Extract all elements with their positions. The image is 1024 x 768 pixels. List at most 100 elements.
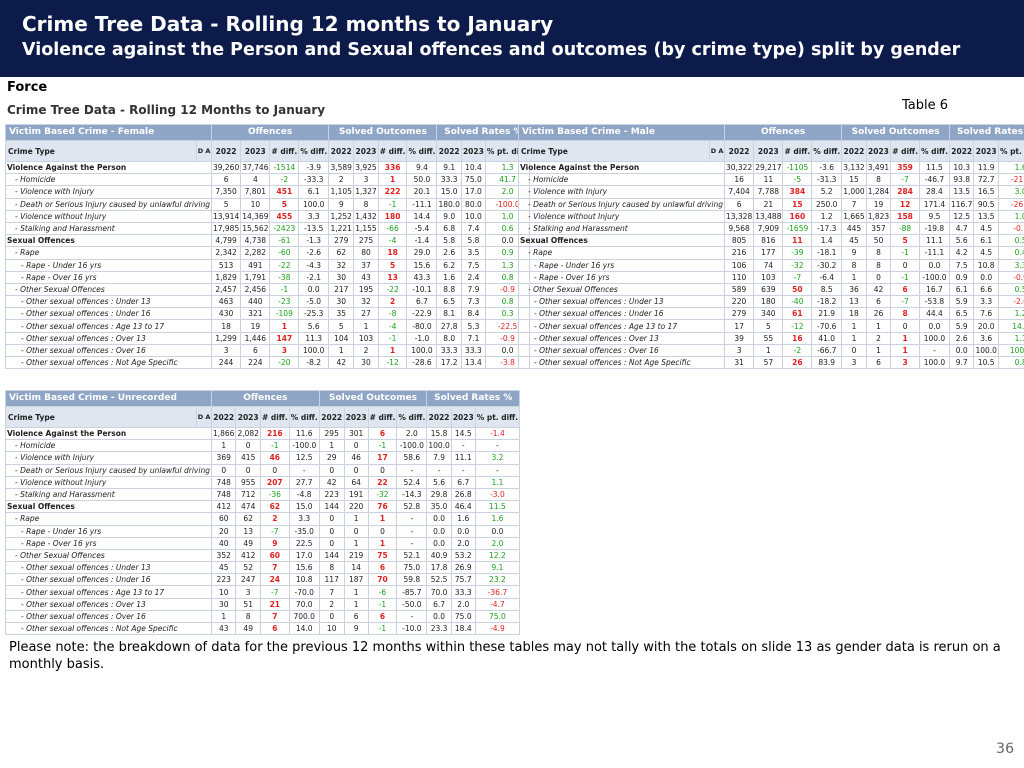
value-cell: -2.6	[298, 246, 330, 260]
value-cell: 0.0	[426, 512, 452, 526]
column-header-diff: # diff.	[269, 140, 300, 162]
group-header-offences: Offences	[723, 124, 843, 141]
value-cell: -3.0	[474, 487, 521, 502]
value-cell: 6	[723, 197, 755, 211]
value-cell: 11	[782, 234, 813, 248]
table-row: - Violence with Injury 369 415 46 12.5 29 46 17…	[5, 451, 521, 465]
value-cell: 30	[210, 597, 237, 611]
value-cell: -1	[367, 621, 398, 636]
value-cell: 11.5	[474, 500, 521, 514]
value-cell: 1	[865, 319, 892, 333]
value-cell: 187	[343, 573, 369, 587]
value-cell: -39	[782, 246, 813, 260]
value-cell: 57	[753, 355, 784, 370]
value-cell: 12	[890, 197, 920, 211]
value-cell: 748	[210, 487, 237, 502]
column-header-crime_type: Crime Type	[517, 140, 711, 162]
value-cell: 6.5	[948, 307, 975, 321]
column-header-da: D A	[709, 140, 725, 162]
value-cell: -31.3	[811, 173, 843, 187]
value-cell: 3	[235, 585, 261, 599]
table-row: Violence Against the Person 30,322 29,217-…	[518, 160, 1024, 175]
value-cell: 3	[269, 343, 300, 358]
crime-type-cell: - Rape - Under 16 yrs	[5, 258, 212, 272]
value-cell: 180	[753, 295, 784, 309]
table-row: - Death or Serious Injury caused by unla…	[5, 463, 521, 477]
value-cell: 23.2	[474, 573, 521, 587]
value-cell: -25.3	[298, 307, 330, 321]
value-cell: 42	[318, 475, 345, 489]
value-cell: 33.3	[460, 343, 486, 358]
crime-type-cell: - Violence without Injury	[5, 475, 212, 489]
value-cell: 83.9	[811, 355, 843, 370]
value-cell: 0.0	[948, 343, 975, 358]
value-cell: 2,282	[240, 246, 271, 260]
value-cell: -1	[890, 246, 920, 260]
value-cell: -8.2	[298, 355, 330, 370]
crime-type-cell: - Other sexual offences : Under 16	[5, 573, 212, 587]
value-cell: 9	[343, 621, 369, 636]
crime-type-cell: - Other sexual offences : Over 16	[518, 343, 725, 358]
value-cell: 10.0	[460, 209, 486, 223]
value-cell: 3	[723, 343, 755, 358]
value-cell: 45	[841, 234, 867, 248]
value-cell: -	[474, 439, 521, 453]
value-cell: 2	[259, 512, 290, 526]
value-cell: 5.8	[460, 234, 486, 248]
value-cell: 29	[318, 451, 345, 465]
value-cell: 8	[235, 609, 261, 624]
value-cell: 4.5	[973, 221, 999, 236]
group-header-rates: Solved Rates %	[436, 124, 531, 141]
value-cell: 72.7	[973, 173, 999, 187]
value-cell: 216	[723, 246, 755, 260]
value-cell: 5	[890, 234, 920, 248]
value-cell: -32	[782, 258, 813, 272]
value-cell: 15	[841, 173, 867, 187]
value-cell: 44.4	[918, 307, 950, 321]
crime-type-cell: Violence Against the Person	[518, 160, 725, 175]
value-cell: 3.3	[298, 209, 330, 223]
value-cell: -11.1	[918, 246, 950, 260]
value-cell: -100.0	[288, 439, 320, 453]
crime-type-cell: - Other sexual offences : Under 13	[518, 295, 725, 309]
value-cell: 100.0	[298, 197, 330, 211]
value-cell: 40	[210, 536, 237, 550]
value-cell: 53.2	[450, 548, 476, 563]
value-cell: 52	[235, 561, 261, 575]
value-cell: 14.0	[288, 621, 320, 636]
crime-type-cell: - Violence without Injury	[5, 209, 212, 223]
value-cell: 0	[841, 343, 867, 358]
value-cell: 0.0	[426, 609, 452, 624]
table-row: - Other sexual offences : Under 16 223 247…	[5, 573, 521, 587]
value-cell: -35.0	[288, 524, 320, 538]
table-row: - Stalking and Harassment 9,568 7,909 -1659…	[518, 221, 1024, 236]
crime-type-cell: - Other sexual offences : Age 13 to 17	[5, 319, 212, 333]
value-cell: 1	[841, 319, 867, 333]
value-cell: 700.0	[288, 609, 320, 624]
value-cell: -4.9	[474, 621, 521, 636]
table-row: - Other sexual offences : Age 13 to 17 18…	[5, 319, 531, 333]
value-cell: 100.0	[406, 343, 438, 358]
value-cell: 11.6	[288, 426, 320, 441]
value-cell: 1	[328, 343, 355, 358]
value-cell: 0	[235, 439, 261, 453]
crime-type-cell: Sexual Offences	[518, 234, 725, 248]
value-cell: -2	[269, 173, 300, 187]
value-cell: -4.8	[288, 487, 320, 502]
value-cell: 12.5	[948, 209, 975, 223]
column-header-pdiff: % diff.	[396, 406, 428, 428]
value-cell: 250.0	[811, 197, 843, 211]
crime-type-cell: - Stalking and Harassment	[5, 487, 212, 502]
value-cell: -26.2	[997, 197, 1024, 211]
value-cell: 219	[343, 548, 369, 563]
value-cell: 0.9	[948, 270, 975, 284]
value-cell: -7	[890, 173, 920, 187]
value-cell: 8	[841, 258, 867, 272]
value-cell: -38	[269, 270, 300, 284]
value-cell: 6.5	[436, 295, 462, 309]
column-header-diff: # diff.	[782, 140, 813, 162]
value-cell: 13,488	[753, 209, 784, 223]
value-cell: 0.0	[918, 319, 950, 333]
value-cell: 75.0	[450, 609, 476, 624]
